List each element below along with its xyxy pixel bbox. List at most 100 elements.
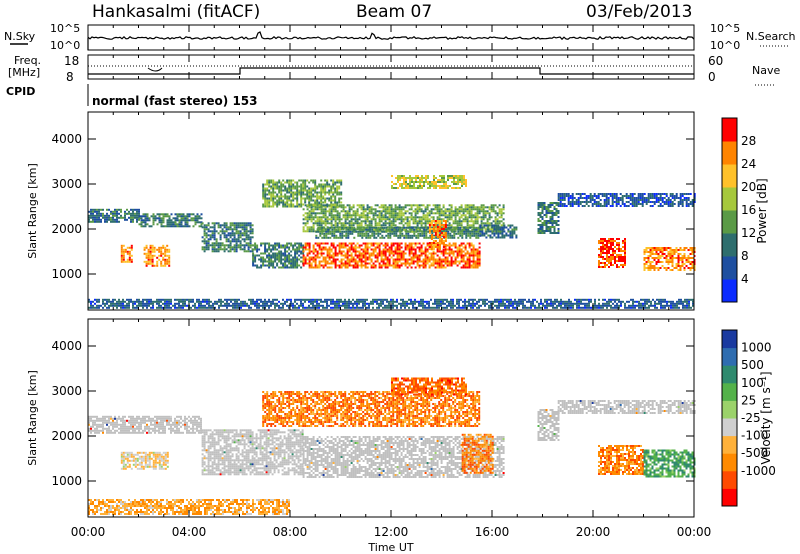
data-cell [266,248,269,251]
data-cell [330,260,333,263]
data-cell [354,262,357,265]
data-cell [290,199,293,202]
data-cell [395,183,397,185]
data-cell [316,256,319,259]
data-cell [324,183,327,186]
data-cell [352,246,355,249]
data-cell [685,201,688,203]
data-cell [384,206,387,209]
data-cell [612,242,614,244]
data-cell [360,266,363,269]
data-cell [418,210,421,213]
data-cell [326,242,329,245]
data-cell [322,256,325,259]
data-cell [213,238,216,241]
data-cell [422,266,425,269]
data-cell [685,265,688,267]
data-cell [461,230,464,233]
data-cell [116,208,118,211]
data-cell [276,181,279,184]
data-cell [162,306,164,309]
data-cell [414,250,417,253]
data-cell [452,222,455,225]
data-cell [497,224,500,227]
data-cell [398,216,401,219]
data-cell [237,244,240,247]
data-cell [304,244,307,247]
data-cell [390,208,393,211]
nave-label: Nave [752,64,780,77]
data-cell [310,216,313,219]
data-cell [543,222,546,224]
data-cell [539,230,542,232]
data-cell [356,250,359,253]
data-cell [667,201,670,203]
data-cell [284,181,287,184]
data-cell [88,306,90,309]
data-cell [337,236,340,239]
data-cell [268,260,271,263]
data-cell [679,203,682,205]
data-cell [561,197,564,199]
data-cell [384,244,387,247]
data-cell [196,213,199,216]
data-cell [98,214,100,217]
data-cell [188,219,191,222]
data-cell [120,252,123,255]
data-cell [645,251,648,253]
data-cell [426,260,429,263]
data-cell [351,230,354,233]
data-cell [469,226,472,229]
data-cell [347,230,350,233]
data-cell [110,220,112,223]
data-cell [342,208,345,211]
data-cell [669,199,672,201]
data-cell [415,179,417,181]
data-cell [326,210,329,213]
data-cell [266,205,269,208]
data-cell [340,242,343,245]
data-cell [338,228,341,231]
data-cell [408,208,411,211]
data-cell [132,218,134,221]
data-cell [352,224,355,227]
data-cell [465,183,467,185]
data-cell [249,228,252,231]
data-cell [394,260,397,263]
data-cell [324,193,327,196]
data-cell [336,181,339,184]
data-cell [468,224,471,227]
data-cell [557,230,560,232]
data-cell [258,258,261,261]
data-cell [450,210,453,213]
data-cell [118,300,120,303]
data-cell [659,197,662,199]
data-cell [541,218,544,220]
data-cell [180,221,183,224]
data-cell [385,234,388,237]
data-cell [332,254,335,257]
data-cell [219,248,222,251]
data-cell [432,254,435,257]
data-cell [606,248,608,250]
data-cell [426,244,429,247]
data-cell [386,230,389,233]
data-cell [541,206,544,208]
data-cell [599,199,602,201]
data-cell [487,230,490,233]
data-cell [608,266,610,268]
data-cell [430,220,433,222]
data-cell [432,248,435,250]
data-cell [380,204,383,207]
data-cell [444,252,447,255]
data-cell [450,218,453,221]
data-cell [681,205,684,207]
data-cell [379,236,382,239]
data-cell [284,256,287,259]
data-cell [425,236,428,239]
data-cell [465,230,468,233]
data-cell [124,210,126,213]
data-cell [505,226,508,229]
data-cell [537,214,540,216]
data-cell [332,218,335,221]
